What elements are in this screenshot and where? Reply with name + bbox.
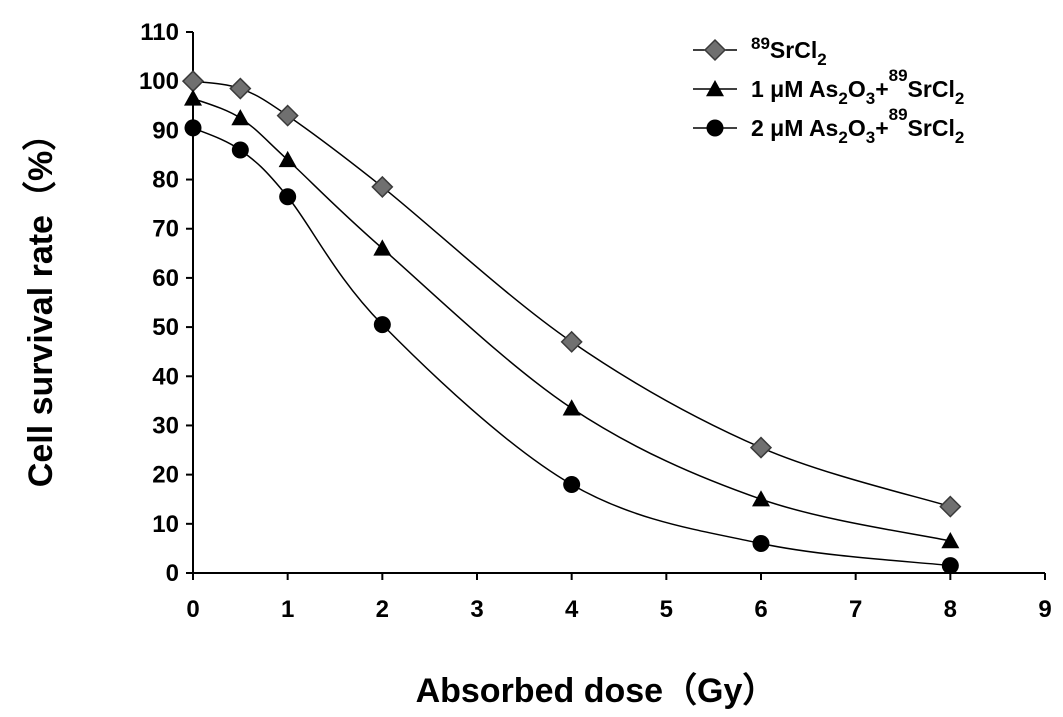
y-tick-label: 110 [140, 19, 179, 46]
legend-text-part: + [875, 76, 888, 102]
legend-label: 89SrCl2 [751, 34, 827, 69]
series-circle [184, 119, 959, 575]
data-point [278, 150, 297, 168]
x-tick-label: 9 [1038, 596, 1051, 623]
legend-item: 1 μM As2O3+89SrCl2 [693, 66, 964, 108]
data-point [184, 119, 202, 137]
legend-text-part: 2 [838, 89, 847, 108]
legend-text-part: SrCl [908, 115, 955, 141]
y-tick-label: 50 [152, 314, 179, 341]
legend-text-part: + [875, 115, 888, 141]
series-line [192, 97, 951, 542]
y-tick-label: 70 [152, 216, 179, 243]
data-point [181, 70, 205, 93]
x-tick-label: 6 [754, 596, 767, 623]
x-tick-label: 2 [376, 596, 389, 623]
data-point [939, 495, 962, 518]
data-point [229, 77, 252, 100]
data-point [184, 89, 202, 106]
y-tick-label: 80 [152, 167, 179, 194]
legend-text-part: SrCl [908, 76, 955, 102]
y-tick-label: 20 [152, 462, 179, 489]
data-point [560, 330, 583, 353]
legend-text-part: 89 [751, 34, 770, 53]
data-point [941, 532, 960, 549]
x-tick-label: 0 [186, 596, 199, 623]
x-tick-label: 4 [565, 596, 579, 623]
legend-text-part: O [848, 115, 866, 141]
legend-text-part: 89 [889, 66, 908, 85]
y-tick-label: 90 [152, 117, 179, 144]
legend-label: 1 μM As2O3+89SrCl2 [751, 66, 964, 108]
data-point [276, 104, 299, 127]
data-point [231, 109, 250, 126]
x-tick-label: 7 [849, 596, 862, 623]
y-tick-label: 0 [166, 560, 179, 587]
data-point [749, 436, 773, 459]
y-tick-label: 40 [152, 363, 179, 390]
legend-text-part: 2 μM As [751, 115, 838, 141]
y-axis-ticks: 0 10 20 30 40 50 60 70 80 90 100 110 [139, 19, 193, 587]
x-tick-label: 1 [281, 596, 294, 623]
x-tick-label: 8 [944, 596, 957, 623]
data-point [373, 316, 391, 334]
data-point [371, 175, 394, 198]
x-tick-label: 3 [470, 596, 483, 623]
legend-text-part: 2 [955, 128, 964, 147]
legend-item: 2 μM As2O3+89SrCl2 [693, 105, 964, 147]
legend-text-part: SrCl [770, 37, 817, 63]
data-point [752, 534, 770, 552]
series-diamond [181, 70, 962, 518]
data-point [231, 141, 249, 159]
legend-text-part: 3 [866, 128, 875, 147]
y-axis-title: Cell survival rate（%） [21, 117, 60, 487]
legend-text-part: 2 [817, 50, 826, 69]
data-point [373, 239, 392, 256]
x-axis-title: Absorbed dose（Gy） [416, 671, 777, 710]
y-tick-label: 60 [152, 265, 179, 292]
legend-text-part: 2 [955, 89, 964, 108]
legend-text-part: 89 [889, 105, 908, 124]
legend-text-part: 2 [838, 128, 847, 147]
x-tick-label: 5 [660, 596, 673, 623]
data-point [941, 557, 959, 575]
y-tick-label: 100 [139, 68, 179, 95]
legend-text-part: 1 μM As [751, 76, 838, 102]
data-point [752, 490, 770, 507]
series-layer [181, 70, 962, 575]
series-triangle [184, 89, 960, 549]
legend-marker [706, 80, 724, 97]
y-tick-label: 30 [152, 412, 179, 439]
legend-label: 2 μM As2O3+89SrCl2 [751, 105, 964, 147]
legend-marker [706, 119, 724, 137]
data-point [562, 399, 581, 416]
data-point [563, 475, 581, 493]
legend-text-part: 3 [866, 89, 875, 108]
x-axis-ticks: 0 1 2 3 4 5 6 7 8 9 [186, 573, 1052, 623]
data-point [279, 188, 297, 206]
series-line [192, 80, 951, 508]
legend-item: 89SrCl2 [693, 34, 827, 69]
legend-marker [703, 38, 727, 62]
legend-text-part: O [848, 76, 866, 102]
y-tick-label: 10 [152, 511, 179, 538]
